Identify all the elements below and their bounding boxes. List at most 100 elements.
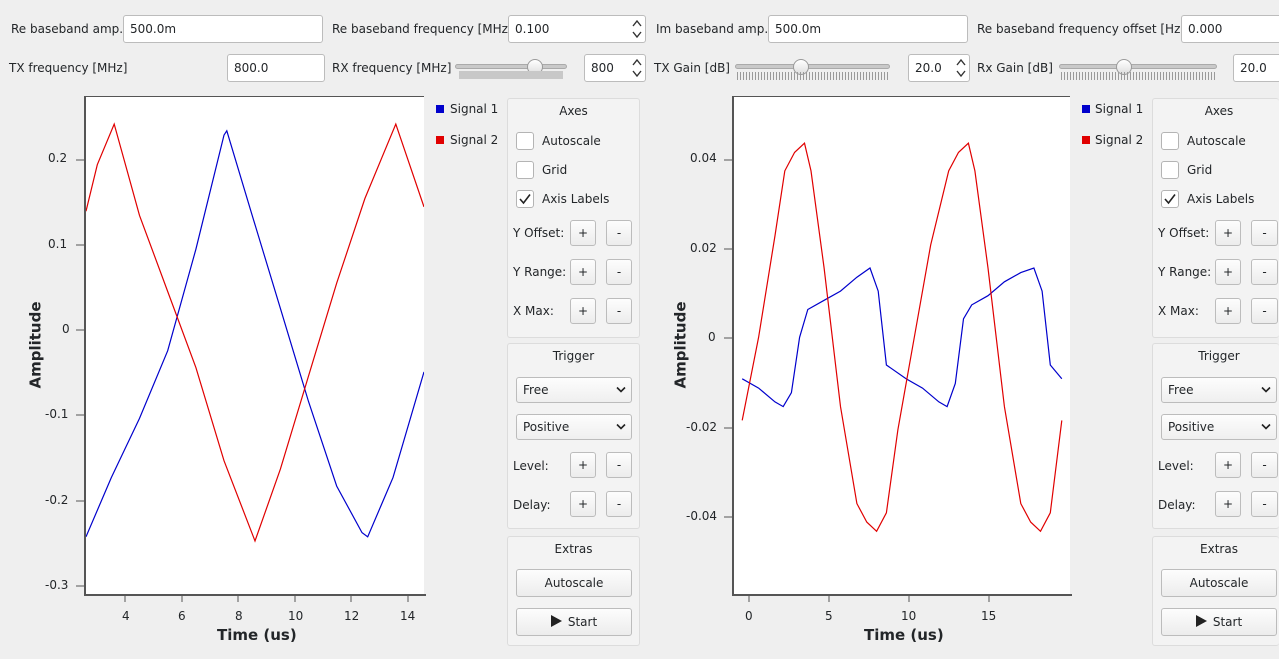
plot-canvas[interactable] xyxy=(732,96,1070,596)
x-max-label: X Max: xyxy=(1158,304,1199,318)
x-tick-label: 8 xyxy=(235,609,243,623)
autoscale-button[interactable]: Autoscale xyxy=(1161,569,1277,597)
delay-minus-button[interactable]: - xyxy=(606,491,632,517)
extras-panel: Extras Autoscale Start xyxy=(507,536,640,646)
delay-minus-button[interactable]: - xyxy=(1251,491,1278,517)
delay-plus-button[interactable]: + xyxy=(570,491,596,517)
y-range-plus-button[interactable]: + xyxy=(570,259,596,285)
delay-label: Delay: xyxy=(513,498,551,512)
rx-gain-slider[interactable] xyxy=(1059,58,1217,80)
axes-panel: Axes Autoscale Grid Axis Labels Y Offset… xyxy=(1152,98,1279,338)
x-axis-ticks xyxy=(84,594,426,602)
y-range-plus-button[interactable]: + xyxy=(1215,259,1241,285)
axes-title: Axes xyxy=(1204,104,1234,118)
re-freq-value: 0.100 xyxy=(515,22,550,36)
x-tick-label: 4 xyxy=(122,609,130,623)
spin-arrows-icon[interactable] xyxy=(632,18,642,40)
legend-swatch xyxy=(436,136,444,144)
level-minus-button[interactable]: - xyxy=(1251,452,1278,478)
y-axis-title: Amplitude xyxy=(671,301,690,389)
re-freq-spinbox[interactable]: 0.100 xyxy=(508,15,646,43)
autoscale-button[interactable]: Autoscale xyxy=(516,569,632,597)
rx-freq-label: RX frequency [MHz] xyxy=(332,61,452,75)
play-icon xyxy=(550,615,562,627)
trigger-mode-select[interactable]: Free xyxy=(1161,377,1277,403)
y-offset-plus-button[interactable]: + xyxy=(1215,220,1241,246)
x-tick-label: 15 xyxy=(981,609,997,623)
grid-label: Grid xyxy=(542,163,568,177)
im-amp-field[interactable]: 500.0m xyxy=(768,15,968,43)
trigger-slope-value: Positive xyxy=(1168,420,1215,434)
x-tick-label: 5 xyxy=(825,609,833,623)
tx-freq-field[interactable]: 800.0 xyxy=(227,54,325,82)
y-tick-label: 0 xyxy=(62,322,70,336)
y-tick-label: -0.02 xyxy=(686,420,718,434)
checkmark-icon xyxy=(1164,194,1176,205)
chevron-down-icon xyxy=(616,423,626,430)
trigger-panel: Trigger Free Positive Level: + - Delay: … xyxy=(507,343,640,529)
autoscale-checkbox[interactable] xyxy=(1161,132,1179,150)
axis-labels-checkbox[interactable] xyxy=(516,190,534,208)
rx-freq-spinbox[interactable]: 800 xyxy=(584,54,646,82)
start-button[interactable]: Start xyxy=(516,608,632,636)
level-plus-button[interactable]: + xyxy=(1215,452,1241,478)
level-minus-button[interactable]: - xyxy=(606,452,632,478)
rx-freq-slider[interactable] xyxy=(455,58,567,80)
plot-canvas[interactable] xyxy=(84,96,425,596)
re-amp-field[interactable]: 500.0m xyxy=(123,15,323,43)
axes-title: Axes xyxy=(559,104,588,118)
extras-title: Extras xyxy=(1200,542,1238,556)
y-axis-title: Amplitude xyxy=(26,301,45,389)
autoscale-label: Autoscale xyxy=(1187,134,1246,148)
re-freq-label: Re baseband frequency [MHz] xyxy=(332,22,513,36)
x-max-minus-button[interactable]: - xyxy=(1251,298,1278,324)
rx-gain-label: Rx Gain [dB] xyxy=(977,61,1053,75)
x-tick-label: 10 xyxy=(288,609,304,623)
y-offset-minus-button[interactable]: - xyxy=(1251,220,1278,246)
x-axis-title: Time (us) xyxy=(217,626,297,644)
autoscale-checkbox[interactable] xyxy=(516,132,534,150)
y-offset-plus-button[interactable]: + xyxy=(570,220,596,246)
rx-freq-value: 800 xyxy=(591,61,614,75)
checkmark-icon xyxy=(519,194,531,205)
x-tick-label: 10 xyxy=(901,609,917,623)
y-range-label: Y Range: xyxy=(1158,265,1212,279)
trigger-slope-select[interactable]: Positive xyxy=(1161,414,1277,440)
delay-label: Delay: xyxy=(1158,498,1196,512)
delay-plus-button[interactable]: + xyxy=(1215,491,1241,517)
y-offset-minus-button[interactable]: - xyxy=(606,220,632,246)
x-max-minus-button[interactable]: - xyxy=(606,298,632,324)
re-offset-field[interactable]: 0.000 xyxy=(1181,15,1279,43)
tx-gain-slider[interactable] xyxy=(735,58,890,80)
grid-checkbox[interactable] xyxy=(1161,161,1179,179)
trigger-slope-value: Positive xyxy=(523,420,570,434)
tx-gain-spinbox[interactable]: 20.0 xyxy=(908,54,970,82)
y-range-minus-button[interactable]: - xyxy=(606,259,632,285)
y-range-label: Y Range: xyxy=(513,265,567,279)
legend-signal-2: Signal 2 xyxy=(1095,133,1144,147)
spin-arrows-icon[interactable] xyxy=(956,57,966,79)
y-tick-label: 0.1 xyxy=(48,237,68,251)
y-range-minus-button[interactable]: - xyxy=(1251,259,1278,285)
y-offset-label: Y Offset: xyxy=(1158,226,1210,240)
rx-gain-value: 20.0 xyxy=(1240,61,1267,75)
trigger-title: Trigger xyxy=(1198,349,1240,363)
axis-labels-checkbox[interactable] xyxy=(1161,190,1179,208)
tx-freq-label: TX frequency [MHz] xyxy=(9,61,128,75)
grid-checkbox[interactable] xyxy=(516,161,534,179)
rx-gain-spinbox[interactable]: 20.0 xyxy=(1233,54,1279,82)
start-button[interactable]: Start xyxy=(1161,608,1277,636)
x-tick-label: 6 xyxy=(178,609,186,623)
trigger-slope-select[interactable]: Positive xyxy=(516,414,632,440)
extras-title: Extras xyxy=(554,542,593,556)
x-max-plus-button[interactable]: + xyxy=(1215,298,1241,324)
plot-svg xyxy=(741,142,1063,533)
level-plus-button[interactable]: + xyxy=(570,452,596,478)
spin-arrows-icon[interactable] xyxy=(632,57,642,79)
chevron-down-icon xyxy=(1261,423,1271,430)
level-label: Level: xyxy=(513,459,549,473)
trigger-mode-value: Free xyxy=(523,383,549,397)
trigger-mode-select[interactable]: Free xyxy=(516,377,632,403)
x-max-plus-button[interactable]: + xyxy=(570,298,596,324)
y-tick-label: -0.04 xyxy=(686,509,718,523)
